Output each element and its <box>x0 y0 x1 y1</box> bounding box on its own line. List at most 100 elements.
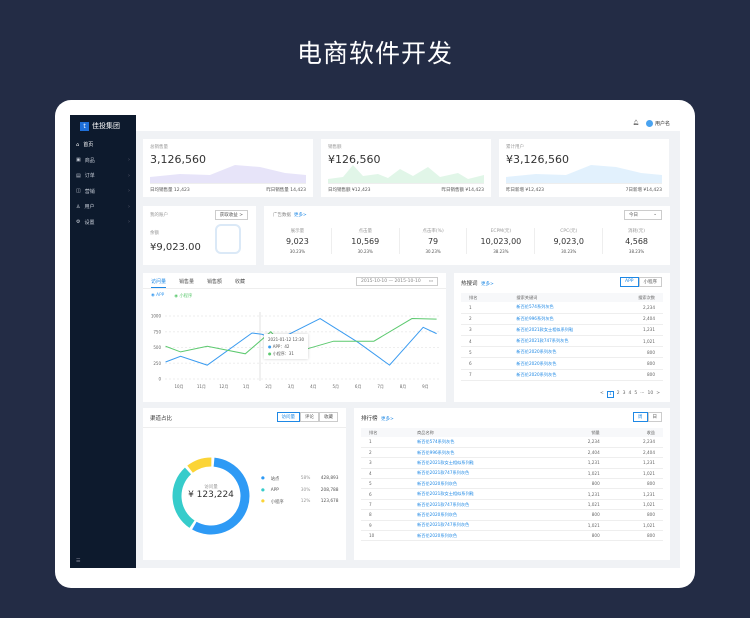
rank-more-link[interactable]: 更多> <box>381 417 394 422</box>
y-tick-label: 250 <box>153 361 161 366</box>
stat-value: ¥3,126,560 <box>506 153 569 166</box>
toggle-miniprogram[interactable]: 小程序 <box>638 277 662 287</box>
product-link[interactable]: 新百伦2021款747系列灰色 <box>409 520 553 532</box>
channel-tab[interactable]: 访问量 <box>276 412 300 422</box>
chevron-right-icon: › <box>128 172 130 179</box>
get-earnings-button[interactable]: 获取收益 > <box>214 210 248 220</box>
collapse-menu-icon[interactable]: ☰ <box>76 558 81 564</box>
date-range-picker[interactable]: 2015-10-10 — 2015-10-10 ▭ <box>356 277 438 286</box>
sidebar-item[interactable]: ⚙ 设置 › <box>70 215 136 231</box>
sidebar-item[interactable]: ◫ 营销 › <box>70 184 136 200</box>
table-row: 1 新百伦574系列灰色 2,234 <box>461 302 663 314</box>
trend-tab[interactable]: 销售额 <box>207 279 223 285</box>
product-link[interactable]: 新百伦2021款747系列灰色 <box>508 335 600 348</box>
table-cell: 7 <box>361 499 410 511</box>
product-link[interactable]: 新百伦2020系列灰色 <box>409 509 553 521</box>
product-link[interactable]: 新百伦2021款女士相似系列鞋 <box>409 488 553 500</box>
legend-item[interactable]: ◉ 小程序 <box>174 294 193 299</box>
goods-icon: ▣ <box>76 157 81 164</box>
y-tick-label: 750 <box>153 329 161 334</box>
column-header: 商品名称 <box>409 428 553 437</box>
table-cell: 4 <box>461 335 509 348</box>
table-cell: 800 <box>607 478 663 490</box>
ranking-panel: 排行榜 更多> 周日 排名 商品名称 销量 收益 1 新百伦574系列灰色 2,234 2,2… <box>354 408 670 560</box>
product-link[interactable]: 新百伦2020系列灰色 <box>508 357 600 370</box>
user-menu[interactable]: 用户名 <box>646 119 670 127</box>
table-cell: 1,231 <box>599 324 663 337</box>
page-button[interactable]: 3 <box>622 391 626 396</box>
page-button[interactable]: 5 <box>634 391 638 396</box>
product-link[interactable]: 新百伦996系列灰色 <box>409 447 553 459</box>
page-button[interactable]: 10 <box>647 391 654 396</box>
x-tick-label: 5月 <box>333 384 340 389</box>
product-link[interactable]: 新百伦2021款女士相似系列鞋 <box>508 324 600 337</box>
sidebar-item-label: 商品 <box>84 157 95 164</box>
toggle-week[interactable]: 周 <box>633 412 648 422</box>
table-cell: 2,234 <box>607 437 663 448</box>
period-select[interactable]: 今日 ⌄ <box>624 210 662 220</box>
channel-tab[interactable]: 评论 <box>300 412 319 422</box>
logo-text: 佳投集团 <box>92 122 120 130</box>
sidebar-item[interactable]: ▤ 订单 › <box>70 168 136 184</box>
stat-label: 累计用户 <box>506 145 524 150</box>
legend-dot: ● <box>261 499 265 504</box>
trend-tab[interactable]: 访问量 <box>151 278 167 288</box>
sparkline-area <box>506 165 662 183</box>
stat-label: 销售额 <box>328 145 342 150</box>
page-button[interactable]: 4 <box>628 391 632 396</box>
stat-footer-left: 日均销售额 ¥12,423 <box>328 188 371 193</box>
channel-tab[interactable]: 收藏 <box>319 412 338 422</box>
settings-icon: ⚙ <box>76 219 81 226</box>
table-cell: 800 <box>607 509 663 521</box>
bell-icon[interactable]: 🔔︎ <box>633 120 640 126</box>
product-link[interactable]: 新百伦2020系列灰色 <box>508 346 600 359</box>
legend-item[interactable]: ◉ APP <box>151 293 165 298</box>
ad-metric: 展示量 9,023 30.23% <box>285 229 309 254</box>
product-link[interactable]: 新百伦996系列灰色 <box>508 313 600 325</box>
ad-metric: 消耗(元) 4,568 38.23% <box>602 228 670 254</box>
toggle-app[interactable]: APP <box>619 277 639 287</box>
table-cell: 1,231 <box>552 457 608 469</box>
page-button[interactable]: > <box>656 391 660 396</box>
page-button[interactable]: < <box>600 391 604 396</box>
table-cell: 1,021 <box>552 520 608 532</box>
trend-tab[interactable]: 收藏 <box>235 279 246 285</box>
table-cell: 10 <box>361 530 410 542</box>
page-button[interactable]: 1 <box>606 391 614 398</box>
sidebar-item[interactable]: ⌂ 首页 <box>70 137 136 153</box>
product-link[interactable]: 新百伦2020系列灰色 <box>508 369 600 381</box>
sidebar-item[interactable]: ♙ 用户 › <box>70 199 136 215</box>
channel-panel: 渠道占比 访问量 评论 收藏 访问量 ¥ 123,224 ● 站点 58% 428,893… <box>143 408 346 560</box>
table-cell: 2,404 <box>607 447 663 459</box>
product-link[interactable]: 新百伦2021款747系列灰色 <box>409 468 553 480</box>
dashboard-app: t 佳投集团 ⌂ 首页 ▣ 商品 › ▤ 订单 › ◫ 营销 › ♙ 用户 › ⚙ 设置 › ☰ 🔔︎ 用户名 总… <box>70 115 680 568</box>
stat-footer-right: 昨日销售额 ¥14,423 <box>441 188 484 193</box>
ad-metric: 点击量 10,569 30.23% <box>330 228 399 254</box>
product-link[interactable]: 新百伦2020系列灰色 <box>409 530 553 542</box>
table-cell: 1 <box>461 302 509 314</box>
x-tick-label: 7月 <box>377 384 384 389</box>
sidebar-item-label: 首页 <box>83 142 94 149</box>
toggle-day[interactable]: 日 <box>647 412 662 422</box>
y-tick-label: 500 <box>153 345 161 350</box>
x-tick-label: 6月 <box>355 384 362 389</box>
product-link[interactable]: 新百伦574系列灰色 <box>508 302 600 314</box>
ad-metric: 点击率(%) 79 30.23% <box>398 228 467 254</box>
page-button[interactable]: 2 <box>616 391 620 396</box>
x-tick-label: 9月 <box>422 384 429 389</box>
table-cell: 1,231 <box>607 457 663 469</box>
account-panel: 我的账户 获取收益 > 余额 ¥9,023.00 <box>143 206 256 265</box>
table-cell: 2 <box>461 313 509 325</box>
hot-more-link[interactable]: 更多> <box>481 282 494 287</box>
channel-legend-item: ● APP 30% 208,788 <box>261 488 339 493</box>
table-cell: 800 <box>552 530 608 542</box>
product-link[interactable]: 新百伦2021款女士相似系列鞋 <box>409 457 553 469</box>
product-link[interactable]: 新百伦574系列灰色 <box>409 437 553 448</box>
trend-tab[interactable]: 销售量 <box>179 279 195 285</box>
table-cell: 3 <box>461 324 509 337</box>
ad-more-link[interactable]: 更多> <box>293 213 307 218</box>
product-link[interactable]: 新百伦2020系列灰色 <box>409 478 553 490</box>
page-button[interactable]: ··· <box>640 391 645 396</box>
product-link[interactable]: 新百伦2021款747系列灰色 <box>409 499 553 511</box>
sidebar-item[interactable]: ▣ 商品 › <box>70 153 136 169</box>
